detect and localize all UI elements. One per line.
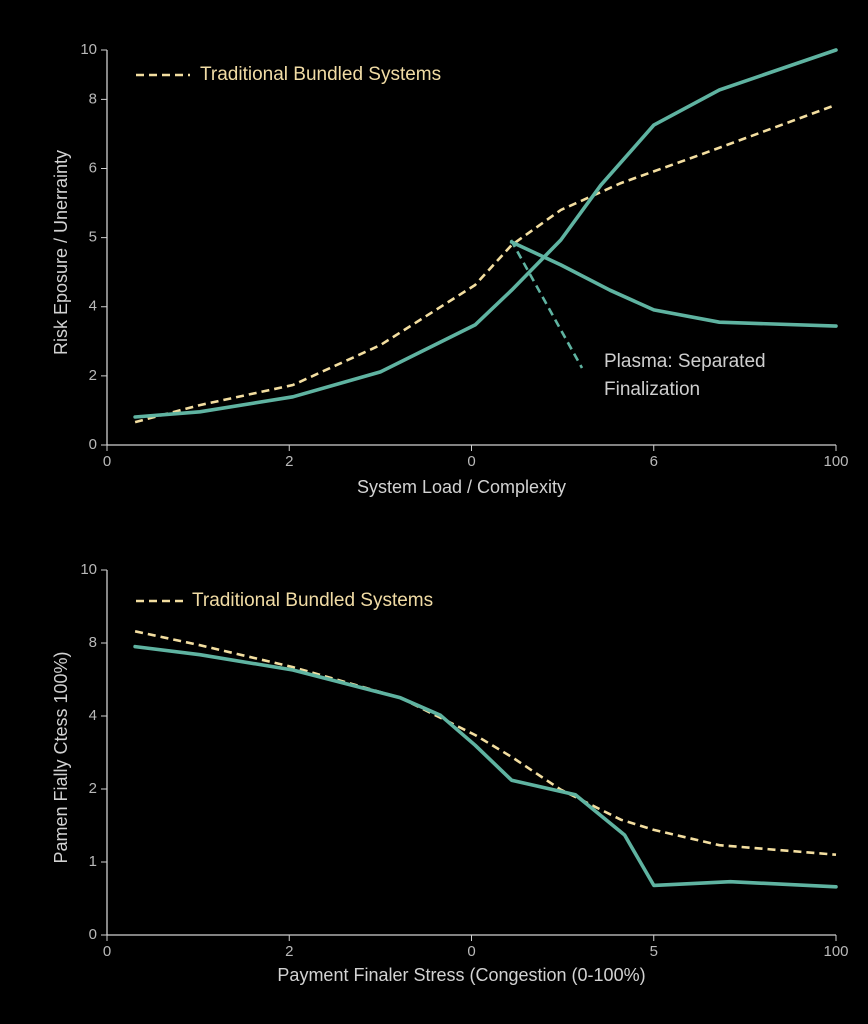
x-tick-label: 2 [285, 943, 293, 960]
y-tick-label: 2 [89, 780, 97, 797]
y-axis-title: Pamen Fially Ctess 100%) [51, 651, 71, 863]
annotation: Plasma: Separated [604, 351, 766, 372]
y-tick-label: 4 [89, 707, 97, 724]
legend-label: Traditional Bundled Systems [192, 590, 433, 611]
y-tick-label: 8 [89, 634, 97, 651]
y-tick-label: 8 [89, 90, 97, 107]
y-tick-label: 5 [89, 229, 97, 246]
x-tick-label: 0 [103, 453, 111, 470]
y-tick-label: 10 [80, 561, 97, 578]
series-line [133, 48, 838, 419]
x-tick-label: 2 [285, 453, 293, 470]
x-tick-label: 100 [823, 453, 848, 470]
x-tick-label: 5 [650, 943, 658, 960]
y-tick-label: 4 [89, 298, 97, 315]
y-axis-title: Risk Eposure / Unerrainty [51, 150, 71, 355]
y-tick-label: 10 [80, 41, 97, 58]
series-line [509, 240, 838, 328]
series-line [134, 630, 837, 856]
y-tick-label: 0 [89, 926, 97, 943]
series-line [134, 103, 837, 424]
y-tick-label: 2 [89, 367, 97, 384]
series-line [133, 644, 838, 889]
x-tick-label: 0 [467, 943, 475, 960]
x-axis-title: System Load / Complexity [357, 477, 566, 497]
x-tick-label: 0 [103, 943, 111, 960]
legend-label: Traditional Bundled Systems [200, 64, 441, 85]
x-tick-label: 0 [467, 453, 475, 470]
y-tick-label: 0 [89, 436, 97, 453]
y-tick-label: 6 [89, 159, 97, 176]
x-tick-label: 100 [823, 943, 848, 960]
annotation: Finalization [604, 379, 700, 400]
x-axis-title: Payment Finaler Stress (Congestion (0-10… [277, 965, 645, 985]
x-tick-label: 6 [650, 453, 658, 470]
annotation-pointer [509, 239, 584, 369]
y-tick-label: 1 [89, 853, 97, 870]
